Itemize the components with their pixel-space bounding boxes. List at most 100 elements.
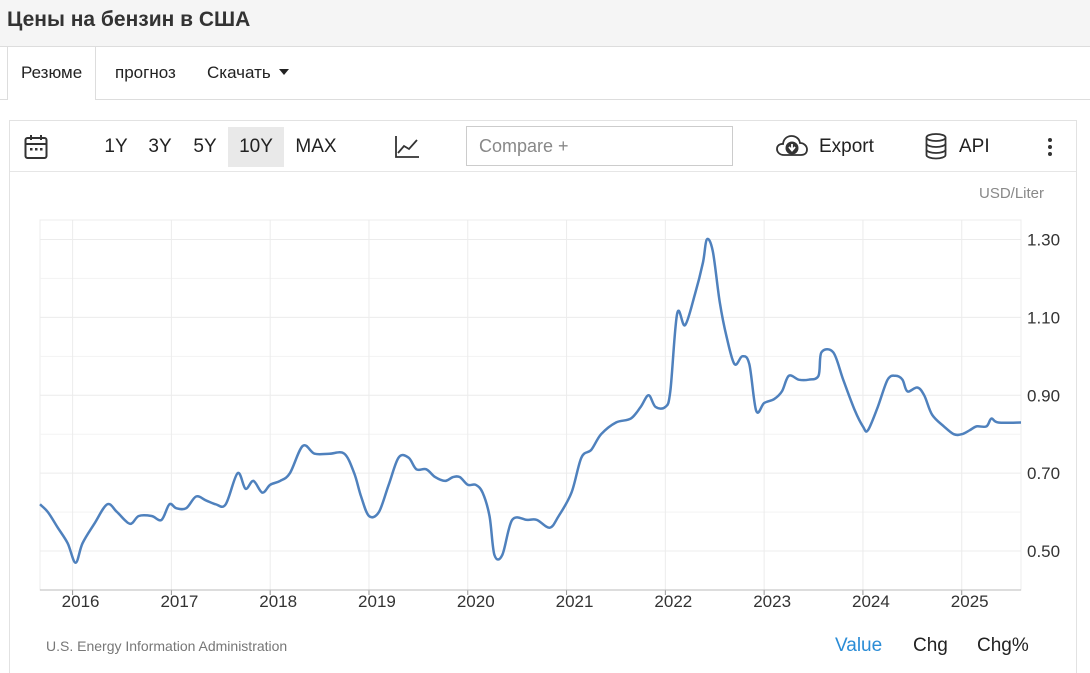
api-button[interactable]: API — [959, 136, 990, 157]
data-point — [841, 377, 846, 382]
tab-download[interactable]: Скачать — [207, 47, 289, 99]
data-point — [860, 424, 865, 429]
y-tick-label: 1.30 — [1027, 230, 1060, 249]
data-point — [465, 482, 470, 487]
database-icon[interactable] — [925, 133, 947, 160]
range-3y-button[interactable]: 3Y — [148, 136, 172, 157]
data-point — [754, 408, 759, 413]
range-10y-button[interactable]: 10Y — [228, 127, 284, 167]
caret-down-icon — [278, 69, 289, 75]
data-point — [127, 521, 132, 526]
data-point — [732, 362, 737, 367]
data-point — [556, 514, 561, 519]
data-point — [831, 350, 836, 355]
x-tick-label: 2022 — [654, 592, 692, 611]
data-point — [65, 541, 70, 546]
tab-download-label: Скачать — [207, 63, 271, 82]
data-point — [806, 377, 811, 382]
line-chart-icon[interactable] — [394, 135, 420, 159]
compare-input[interactable] — [466, 126, 733, 166]
data-point — [376, 510, 381, 515]
data-point — [710, 249, 715, 254]
data-point — [614, 420, 619, 425]
more-vertical-icon[interactable] — [1046, 137, 1054, 157]
data-point — [92, 521, 97, 526]
tab-summary[interactable]: Резюме — [7, 47, 97, 100]
data-point — [386, 482, 391, 487]
x-tick-label: 2021 — [556, 592, 594, 611]
data-point — [668, 389, 673, 394]
plot-area — [39, 219, 1022, 591]
data-point — [327, 451, 332, 456]
data-point — [38, 502, 43, 507]
data-point — [184, 506, 189, 511]
tab-forecast[interactable]: прогноз — [115, 63, 176, 82]
data-point — [996, 420, 1001, 425]
grid-layer — [39, 219, 1022, 591]
data-point — [951, 432, 956, 437]
data-point — [959, 432, 964, 437]
data-point — [396, 455, 401, 460]
data-point — [893, 373, 898, 378]
data-point — [443, 478, 448, 483]
metric-chg-percent-button[interactable]: Chg% — [977, 635, 1029, 656]
cloud-download-icon[interactable] — [776, 134, 808, 158]
data-point — [885, 377, 890, 382]
data-point — [213, 502, 218, 507]
source-label: U.S. Energy Information Administration — [46, 638, 288, 654]
data-point — [772, 397, 777, 402]
y-tick-label: 0.70 — [1027, 464, 1060, 483]
data-point — [406, 455, 411, 460]
y-tick-label: 0.90 — [1027, 386, 1060, 405]
data-point — [796, 377, 801, 382]
data-point — [424, 467, 429, 472]
x-tick-label: 2017 — [160, 592, 198, 611]
title-bar: Цены на бензин в США — [0, 0, 1090, 47]
x-tick-label: 2018 — [259, 592, 297, 611]
data-point — [204, 498, 209, 503]
data-point — [359, 494, 364, 499]
y-tick-label: 1.10 — [1027, 308, 1060, 327]
data-point — [1019, 420, 1024, 425]
calendar-icon[interactable] — [24, 134, 48, 160]
data-point — [510, 517, 515, 522]
data-point — [268, 482, 273, 487]
range-1y-button[interactable]: 1Y — [104, 136, 128, 157]
export-button[interactable]: Export — [819, 136, 874, 157]
data-point — [136, 514, 141, 519]
data-point — [73, 560, 78, 565]
chart-toolbar: 1Y 3Y 5Y 10Y MAX Export — [10, 121, 1076, 172]
data-point — [278, 478, 283, 483]
data-point — [159, 517, 164, 522]
data-point — [740, 354, 745, 359]
data-point — [492, 552, 497, 557]
tab-bar: Резюме прогноз Скачать — [0, 47, 1090, 100]
data-point — [693, 292, 698, 297]
data-point — [55, 525, 60, 530]
data-point — [915, 385, 920, 390]
range-5y-button[interactable]: 5Y — [193, 136, 217, 157]
data-point — [762, 401, 767, 406]
x-tick-label: 2016 — [62, 592, 100, 611]
data-point — [599, 432, 604, 437]
data-point — [547, 525, 552, 530]
series-layer — [38, 237, 1024, 565]
data-point — [149, 514, 154, 519]
x-tick-label: 2024 — [852, 592, 890, 611]
data-point — [243, 486, 248, 491]
metric-value-button[interactable]: Value — [835, 635, 883, 656]
data-point — [312, 451, 317, 456]
metric-chg-button[interactable]: Chg — [913, 635, 948, 656]
data-point — [251, 478, 256, 483]
data-point — [646, 393, 651, 398]
data-point — [473, 482, 478, 487]
data-point — [194, 494, 199, 499]
data-point — [974, 424, 979, 429]
data-point — [352, 471, 357, 476]
data-point — [700, 260, 705, 265]
data-point — [779, 389, 784, 394]
data-point — [786, 373, 791, 378]
range-max-button[interactable]: MAX — [295, 136, 337, 157]
data-point — [865, 428, 870, 433]
data-point — [287, 471, 292, 476]
